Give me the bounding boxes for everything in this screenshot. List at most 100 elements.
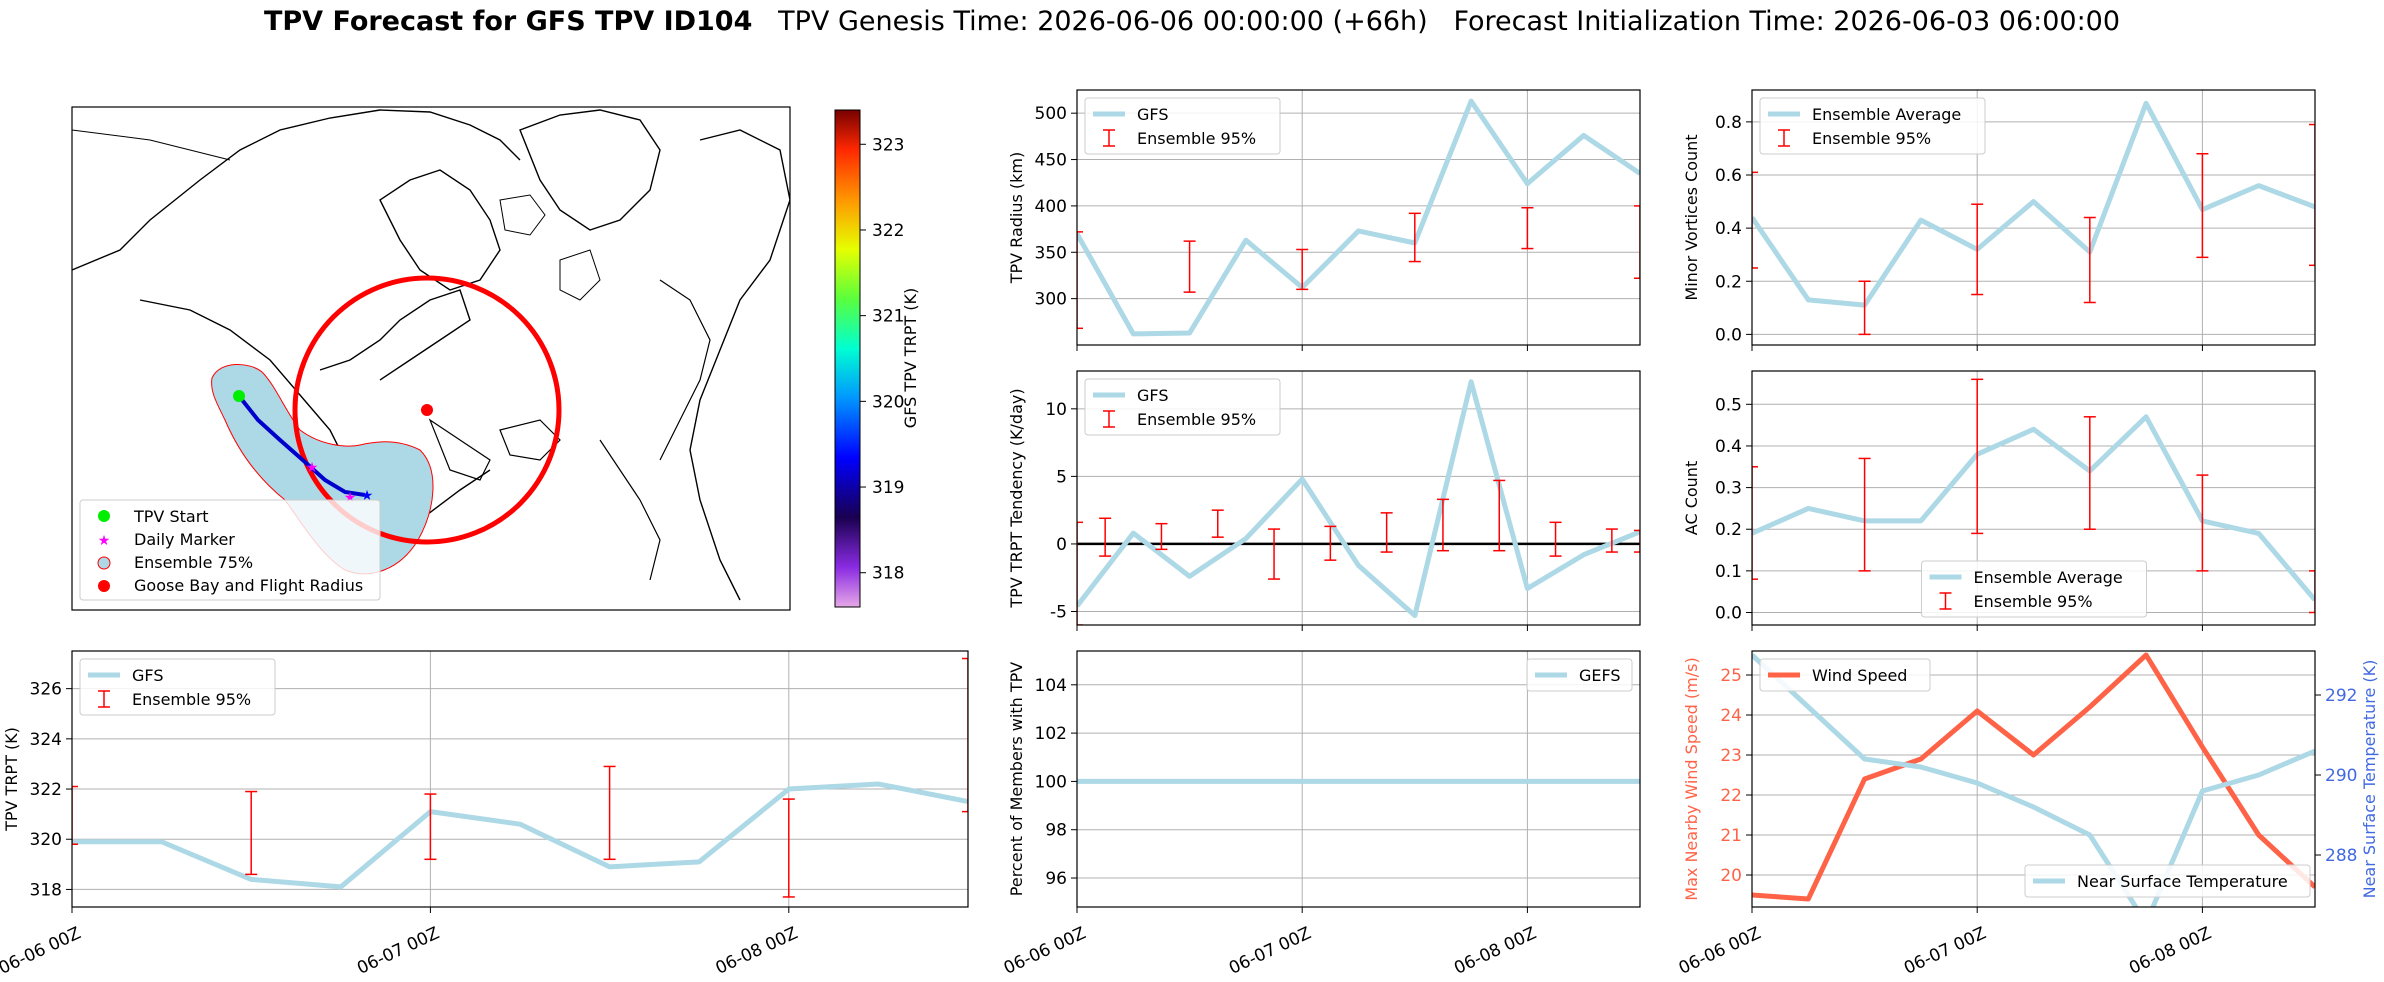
series-line (1077, 98, 1640, 337)
y-tick-label: 0.2 (1715, 272, 1742, 292)
legend-star-icon: ★ (98, 533, 111, 549)
y-axis-label: Percent of Members with TPV (1007, 662, 1026, 896)
y-tick-label: 0.5 (1715, 395, 1742, 415)
y-axis-label: TPV Radius (km) (1007, 152, 1026, 285)
x-tick-label: 06-08 00Z (1451, 923, 1539, 978)
y-tick-label: 320 (30, 830, 62, 850)
colorbar-tick-label: 323 (872, 135, 904, 155)
axes-frame (1076, 89, 1641, 346)
y-tick-label: 0.0 (1715, 604, 1742, 624)
y-tick-label: 104 (1035, 676, 1067, 696)
chart-legend: GEFS (1526, 658, 1633, 692)
y-tick-label: 96 (1045, 869, 1067, 889)
tpv-track (237, 394, 366, 497)
axes-frame (1751, 370, 2316, 626)
y-tick-label: 318 (30, 880, 62, 900)
legend-label: Near Surface Temperature (2077, 872, 2288, 891)
y-right-tick-label: 288 (2325, 846, 2357, 866)
y-tick-label: 25 (1720, 666, 1742, 686)
temperature-line (1752, 653, 2315, 907)
y-tick-label: 500 (1035, 104, 1067, 124)
colorbar-tick-label: 318 (872, 564, 904, 584)
wind-temperature-chart: 20 21 22 23 24 25 Max Nearby Wind Speed (m/s) 2… (1676, 650, 2379, 979)
legend-label: Ensemble Average (1974, 568, 2123, 587)
legend-label: Ensemble 95% (1137, 410, 1256, 429)
y-tick-label: 21 (1720, 826, 1742, 846)
tpv-start-marker (233, 390, 245, 402)
x-tick-label: 06-06 00Z (1676, 923, 1764, 978)
goose-bay-marker (421, 404, 433, 416)
y-tick-label: 300 (1035, 290, 1067, 310)
axes-frame (1076, 370, 1641, 626)
legend-goose-icon (98, 580, 110, 592)
colorbar-label: GFS TPV TRPT (K) (901, 288, 920, 428)
figure-title-bold: TPV Forecast for GFS TPV ID104 (263, 6, 753, 37)
y-right-tick-label: 292 (2325, 686, 2357, 706)
y-tick-label: 322 (30, 780, 62, 800)
y-tick-label: 0.8 (1715, 113, 1742, 133)
y-tick-label: 350 (1035, 243, 1067, 263)
colorbar (834, 109, 861, 608)
y-axis-label: Minor Vortices Count (1682, 134, 1701, 300)
figure-title: TPV Forecast for GFS TPV ID104 TPV Genes… (0, 6, 2384, 37)
colorbar-tick-label: 319 (872, 478, 904, 498)
series-line (1077, 379, 1640, 619)
y-tick-label: 0.0 (1715, 325, 1742, 345)
x-tick-label: 06-07 00Z (1901, 923, 1989, 978)
tendency-chart: -5 0 5 10 TPV TRPT Tendency (K/day) GFS Ensemb… (1007, 370, 1641, 631)
y-tick-label: 102 (1035, 724, 1067, 744)
forecast-init-time: Forecast Initialization Time: 2026-06-03… (1453, 6, 2121, 37)
chart-legend: GFS Ensemble 95% (1084, 97, 1281, 155)
legend-label: GFS (1137, 105, 1168, 124)
axes-frame (1751, 89, 2316, 346)
y-tick-label: -5 (1050, 602, 1067, 622)
y-right-axis-label: Near Surface Temperature (K) (2360, 660, 2379, 899)
map-legend: TPV Start ★ Daily Marker Ensemble 75% Go… (79, 499, 381, 601)
legend-daily-label: Daily Marker (134, 530, 235, 549)
minor-vortices-chart: 0.0 0.2 0.4 0.6 0.8 Minor Vortices Count Ensem… (1682, 89, 2316, 351)
legend-label: GEFS (1579, 666, 1621, 685)
x-tick-label: 06-07 00Z (354, 923, 442, 978)
legend-goose-label: Goose Bay and Flight Radius (134, 576, 363, 595)
series-line (72, 781, 968, 890)
series-line (1752, 414, 2315, 602)
y-tick-label: 450 (1035, 151, 1067, 171)
y-tick-label: 98 (1045, 821, 1067, 841)
x-tick-label: 06-08 00Z (2126, 923, 2214, 978)
x-tick-label: 06-06 00Z (1001, 923, 1089, 978)
flight-radius-circle (292, 275, 562, 545)
legend-ensemble-label: Ensemble 75% (134, 553, 253, 572)
legend-label: Wind Speed (1812, 666, 1907, 685)
chart-legend: Ensemble Average Ensemble 95% (1759, 97, 1986, 155)
colorbar-tick-label: 321 (872, 307, 904, 327)
y-tick-label: 23 (1720, 746, 1742, 766)
legend-label: Ensemble 95% (1974, 592, 2093, 611)
legend-label: GFS (1137, 386, 1168, 405)
y-tick-label: 326 (30, 680, 62, 700)
x-tick-label: 06-08 00Z (713, 923, 801, 978)
legend-label: Ensemble 95% (1137, 129, 1256, 148)
legend-label: GFS (132, 666, 163, 685)
ac-count-chart: 0.0 0.1 0.2 0.3 0.4 0.5 AC Count Ensemble Avera… (1682, 370, 2316, 631)
y-axis-label: TPV TRPT (K) (2, 727, 21, 832)
legend-ensemble-icon (97, 556, 111, 570)
legend-start-label: TPV Start (133, 507, 209, 526)
y-tick-label: 324 (30, 730, 62, 750)
map-panel: ★ ★ ★ TPV Start ★ Daily Marker Ensemble … (71, 106, 920, 611)
radius-chart: 300 350 400 450 500 TPV Radius (km) GFS Ensembl… (1007, 89, 1641, 351)
y-tick-label: 400 (1035, 197, 1067, 217)
y-tick-label: 0.2 (1715, 520, 1742, 540)
legend-label: Ensemble Average (1812, 105, 1961, 124)
wind-speed-line (1752, 652, 2315, 902)
legend-label: Ensemble 95% (1812, 129, 1931, 148)
y-tick-label: 0.6 (1715, 166, 1742, 186)
colorbar-ticks: 318 319 320 321 322 323 (860, 135, 904, 584)
x-tick-label: 06-07 00Z (1226, 923, 1314, 978)
chart-legend: GFS Ensemble 95% (79, 658, 276, 716)
axes-frame (71, 650, 969, 908)
chart-legend: Wind Speed (1759, 658, 1931, 692)
y-tick-label: 0.3 (1715, 479, 1742, 499)
y-right-tick-label: 290 (2325, 766, 2357, 786)
y-axis-label: Max Nearby Wind Speed (m/s) (1682, 657, 1701, 900)
